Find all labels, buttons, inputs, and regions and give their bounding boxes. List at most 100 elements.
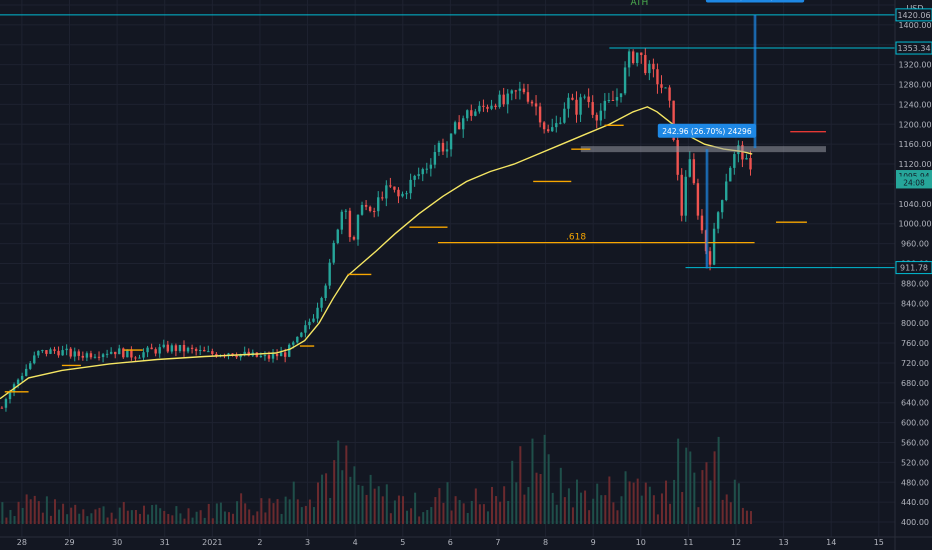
candle-body: [615, 97, 619, 101]
candle-body: [215, 353, 218, 357]
price-tick-label: 960.00: [901, 240, 929, 249]
volume-bar: [143, 505, 146, 525]
volume-bar: [709, 480, 712, 525]
last-price-tag: [896, 176, 932, 189]
volume-bar: [547, 454, 550, 525]
candle-body: [745, 158, 748, 160]
volume-bar: [745, 510, 748, 525]
candle-body: [4, 399, 8, 408]
volume-bar: [612, 502, 615, 525]
measure-label-box[interactable]: [657, 123, 757, 138]
candle-body: [518, 88, 522, 91]
price-level-tag-text: 911.78: [900, 264, 928, 273]
time-tick-label: 2021: [202, 538, 222, 547]
price-tick-label: 880.00: [901, 279, 929, 288]
volume-bar: [110, 512, 113, 525]
volume-bar: [725, 494, 728, 525]
price-level-tag-text: 1420.06: [897, 11, 930, 20]
candle-body: [372, 210, 376, 212]
candle-body: [360, 204, 364, 215]
time-axis[interactable]: [0, 537, 932, 550]
candle-body: [97, 356, 101, 358]
candle-body: [340, 211, 344, 230]
volume-bar: [660, 493, 663, 525]
candle-body: [259, 355, 263, 357]
time-tick-label: 28: [17, 538, 27, 547]
measure-label-text: 242.96 (26.70%) 24296: [662, 127, 752, 136]
candle-body: [178, 344, 182, 351]
candle-body: [93, 356, 97, 358]
volume-bar: [369, 474, 372, 525]
time-tick-label: 12: [731, 538, 741, 547]
candle-body: [271, 353, 275, 359]
candle-body: [607, 99, 611, 101]
volume-bar: [648, 486, 651, 525]
volume-bar: [470, 500, 473, 525]
volume-bar: [248, 509, 251, 525]
measure-label-box[interactable]: [705, 0, 805, 3]
volume-bar: [304, 505, 307, 525]
volume-bar: [167, 513, 170, 525]
candle-body: [502, 94, 505, 105]
volume-bar: [82, 509, 85, 525]
volume-bar: [155, 504, 158, 525]
candle-body: [182, 344, 186, 352]
volume-bar: [268, 498, 271, 525]
candle-body: [712, 228, 716, 265]
volume-bar: [652, 495, 655, 525]
volume-bar: [410, 508, 413, 525]
candle-body: [583, 96, 586, 98]
candle-body: [279, 352, 283, 357]
volume-bar: [114, 518, 117, 525]
candle-body: [336, 229, 339, 243]
price-tick-label: 560.00: [901, 439, 929, 448]
price-axis[interactable]: [895, 0, 932, 550]
volume-bar: [62, 503, 65, 525]
price-tick-label: 440.00: [901, 498, 929, 507]
volume-bar: [37, 501, 40, 525]
candle-body: [457, 122, 461, 130]
volume-bar: [632, 482, 635, 525]
candle-body: [522, 88, 526, 93]
volume-bar: [53, 499, 56, 525]
volume-bar: [677, 438, 680, 525]
time-tick-label: 7: [495, 538, 500, 547]
volume-bar: [559, 467, 562, 525]
time-tick-label: 9: [591, 538, 596, 547]
volume-bar: [58, 509, 61, 525]
candle-body: [166, 344, 170, 352]
volume-bar: [361, 485, 364, 525]
candle-body: [449, 133, 453, 150]
volume-bar: [693, 472, 696, 525]
candle-body: [348, 210, 352, 238]
resistance-band[interactable]: [580, 146, 826, 153]
volume-bar: [280, 513, 283, 525]
volume-bar: [414, 492, 417, 525]
candle-body: [453, 122, 457, 134]
volume-bar: [640, 495, 643, 525]
volume-bar: [588, 510, 591, 525]
candle-body: [85, 353, 89, 358]
candle-body: [29, 363, 32, 369]
fib-618-label: .618: [566, 233, 586, 243]
candle-body: [506, 93, 509, 105]
volume-bar: [41, 512, 44, 525]
candle-body: [288, 344, 291, 357]
candle-body: [478, 105, 481, 112]
volume-bar: [373, 488, 376, 525]
volume-bar: [535, 472, 538, 525]
candle-body: [498, 94, 501, 108]
candle-body: [170, 345, 174, 352]
price-tick-label: 800.00: [901, 319, 929, 328]
volume-bar: [434, 497, 437, 525]
volume-bar: [276, 499, 279, 525]
volume-bar: [422, 512, 425, 525]
price-tick-label: 1120.00: [898, 160, 931, 169]
volume-bar: [701, 470, 704, 525]
time-tick-label: 8: [543, 538, 548, 547]
candle-body: [243, 351, 246, 355]
candle-body: [134, 357, 137, 359]
volume-bar: [49, 515, 52, 525]
volume-bar: [454, 496, 457, 525]
